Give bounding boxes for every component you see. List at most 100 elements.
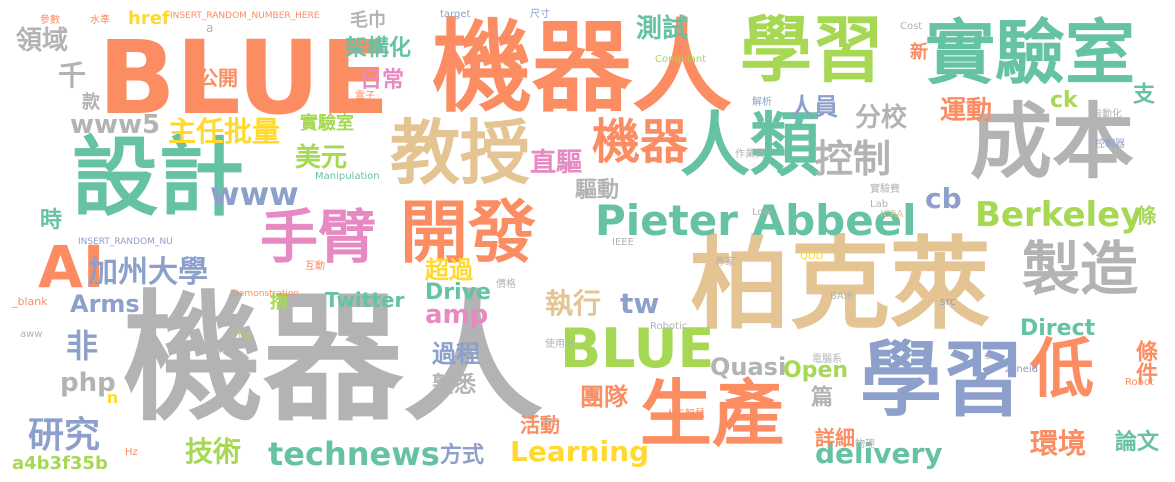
word-icra: ICRA <box>880 209 904 220</box>
word-blue-big: BLUE <box>98 19 390 138</box>
word-tw: tw <box>620 287 660 320</box>
word-qian: 千 <box>58 59 87 92</box>
word-blank: _blank <box>12 295 48 308</box>
word-lingyu: 領域 <box>16 26 69 56</box>
word-compliant: Compliant <box>655 54 707 65</box>
word-maojin: 毛巾 <box>350 10 386 31</box>
word-xiangxi: 詳細 <box>815 426 855 450</box>
word-technews: technews <box>268 435 440 473</box>
word-chengben: 成本 <box>970 95 1135 190</box>
word-img: img <box>232 329 251 340</box>
word-amp: amp <box>425 300 489 330</box>
word-kongzhiqi: 控制器 <box>1095 139 1125 150</box>
word-jiazhi: 價格 <box>496 279 516 290</box>
word-huodong: 活動 <box>520 413 560 437</box>
word-learning: Learning <box>510 435 650 468</box>
word-ck: ck <box>1050 88 1078 113</box>
word-jiexi: 解析 <box>752 97 772 108</box>
word-blue-mid: BLUE <box>560 317 715 380</box>
word-bair: BAIR <box>830 291 854 302</box>
word-s: s <box>985 351 991 362</box>
word-shiyanfei: 實驗費 <box>870 184 900 195</box>
word-meiyuan: 美元 <box>295 143 348 173</box>
word-demonstration: Demonstration <box>232 289 300 299</box>
word-xiushi: 摺 <box>267 292 288 310</box>
word-robotic: Robotic <box>650 321 688 332</box>
word-di: 低 <box>1030 333 1094 407</box>
word-shengchan: 生產 <box>640 372 785 456</box>
word-href: href <box>128 8 170 29</box>
word-sheji: 設計 <box>72 128 244 228</box>
word-shipin: 電子 <box>355 91 375 102</box>
word-fei: 非 <box>66 327 99 365</box>
word-tiao: 條 <box>1133 205 1157 225</box>
word-bkl: 柏克萊 <box>690 226 990 343</box>
word-berkeley: Berkeley <box>975 195 1143 235</box>
word-shoubi: 手臂 <box>260 203 377 271</box>
word-open: Open <box>783 358 849 383</box>
word-jqr-top: 機器人 <box>432 9 732 126</box>
word-fangshi: 方式 <box>440 443 485 468</box>
word-tuandui: 團隊 <box>580 383 628 411</box>
word-ieee: IEEE <box>612 237 634 248</box>
word-fenxiao: 分校 <box>855 103 908 133</box>
word-guocheng: 過程 <box>432 340 480 368</box>
word-huxiang: 互動 <box>305 261 325 272</box>
word-shuizhun: 水準 <box>90 15 110 26</box>
word-zhizao: 製造 <box>1022 235 1139 303</box>
word-shi: 時 <box>40 208 63 233</box>
word-gongkai: 公開 <box>198 66 238 90</box>
word-src: src <box>940 295 957 308</box>
word-cb: cb <box>925 182 962 215</box>
word-huanjing: 環境 <box>1030 427 1087 460</box>
word-canshu: 參數 <box>40 15 60 26</box>
word-chicun: 尺寸 <box>530 9 550 20</box>
word-jiqi: 機器 <box>592 114 689 170</box>
word-arms: Arms <box>70 290 140 318</box>
word-www: www <box>210 175 299 213</box>
word-zhuanjia: 專家 <box>715 257 735 268</box>
word-a: a <box>206 21 214 35</box>
word-chaoguo: 超過 <box>425 256 473 284</box>
word-yanjiu: 研究 <box>28 415 101 456</box>
word-kaifa: 開發 <box>400 194 537 273</box>
word-lunwen: 論文 <box>1115 430 1160 455</box>
word-qdd: QDD <box>800 251 824 262</box>
word-cost: Cost <box>900 21 923 32</box>
word-renlei: 人類 <box>680 104 820 186</box>
word-wuli: 物理 <box>855 439 875 450</box>
word-sys: 實驗室 <box>925 12 1135 94</box>
word-target: target <box>440 9 471 20</box>
word-insert2: INSERT_RANDOM_NU <box>78 237 173 247</box>
word-ai: AI <box>38 233 105 301</box>
word-robot: Robot <box>1125 377 1155 388</box>
word-jiaoshou: 教授 <box>390 112 530 194</box>
word-kongzhi: 控制 <box>815 137 892 181</box>
word-manipulation: Manipulation <box>315 171 380 182</box>
word-low: Low <box>752 207 772 218</box>
word-shuxi: 熟悉 <box>432 373 477 398</box>
word-zoneid: zoneid <box>1005 364 1038 375</box>
word-pieter: Pieter Abbeel <box>595 196 917 245</box>
word-jiazhou: 加州大學 <box>88 255 208 290</box>
word-php: php <box>60 368 116 398</box>
word-jqr-big: 機器人 <box>123 278 544 441</box>
word-uc: UC <box>545 417 560 428</box>
word-direct: Direct <box>1020 316 1096 341</box>
word-jishu: 技術 <box>185 435 242 468</box>
word-drive: Drive <box>425 280 491 305</box>
word-qudong: 驅動 <box>575 178 620 203</box>
word-hz: Hz <box>125 447 138 458</box>
word-zidonghua: 自動化 <box>1092 109 1122 120</box>
word-tiaojian: 條件 <box>1132 340 1157 384</box>
word-zhiqu: 直驅 <box>530 148 583 178</box>
word-ceshi: 測試 <box>636 14 689 44</box>
word-shiyong: 使用者 <box>545 339 575 350</box>
word-insert1: INSERT_RANDOM_NUMBER_HERE <box>170 11 320 21</box>
word-yundong: 運動 <box>940 96 993 126</box>
word-zhixing: 執行 <box>545 287 602 320</box>
word-pian: 篇 <box>807 385 832 407</box>
word-zhi: 支 <box>1129 82 1154 104</box>
word-richang: 日常 <box>360 68 405 93</box>
